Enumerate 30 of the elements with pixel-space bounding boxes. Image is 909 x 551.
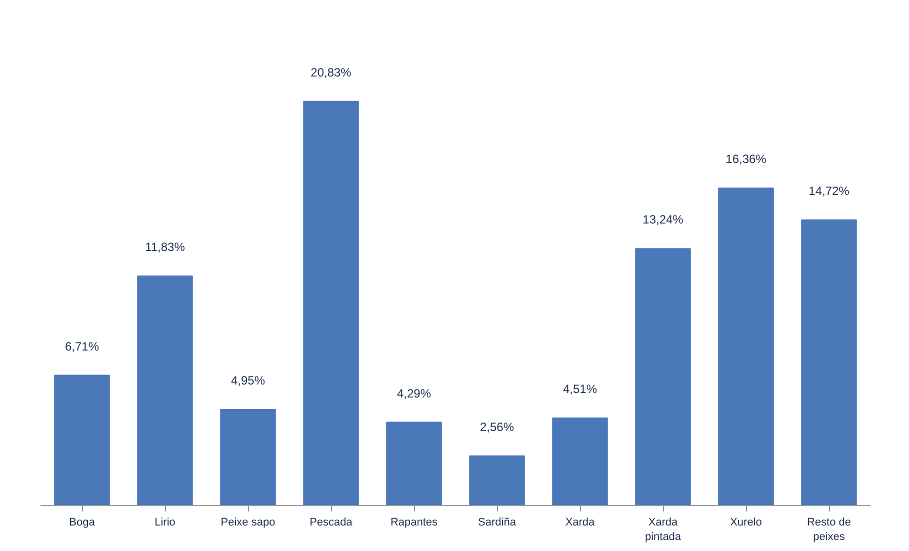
x-tick-label: Rapantes — [390, 516, 438, 528]
data-label: 16,36% — [726, 152, 767, 166]
bar — [303, 100, 359, 506]
x-tick-label: Peixe sapo — [220, 516, 276, 528]
x-tick-label: Lirio — [154, 516, 176, 528]
data-label: 4,29% — [396, 386, 432, 400]
x-tick-label: Xurelo — [730, 516, 762, 528]
x-tick-label: Xarda — [565, 516, 596, 528]
data-label: 13,24% — [642, 212, 684, 227]
bar — [386, 422, 442, 506]
data-label: 20,83% — [310, 65, 352, 80]
data-label: 4,51% — [562, 382, 598, 396]
x-tick-label: Boga — [69, 516, 96, 528]
bar — [469, 455, 525, 506]
x-tick-label: Sardiña — [478, 516, 517, 528]
x-tick-label: Pescada — [310, 516, 354, 528]
data-label: 2,56% — [480, 420, 514, 434]
x-tick-label: Xarda pintada — [644, 516, 682, 543]
data-label: 11,83% — [145, 240, 186, 254]
bar — [801, 219, 857, 506]
bar — [718, 188, 774, 506]
bar — [635, 248, 691, 506]
x-tick-label: Resto de peixes — [806, 516, 852, 543]
bar — [137, 275, 193, 506]
data-label: 6,71% — [64, 339, 100, 354]
bar — [54, 374, 110, 506]
bar — [220, 408, 276, 506]
data-label: 14,72% — [808, 184, 850, 198]
data-label: 4,95% — [230, 373, 266, 388]
bar — [552, 417, 608, 506]
